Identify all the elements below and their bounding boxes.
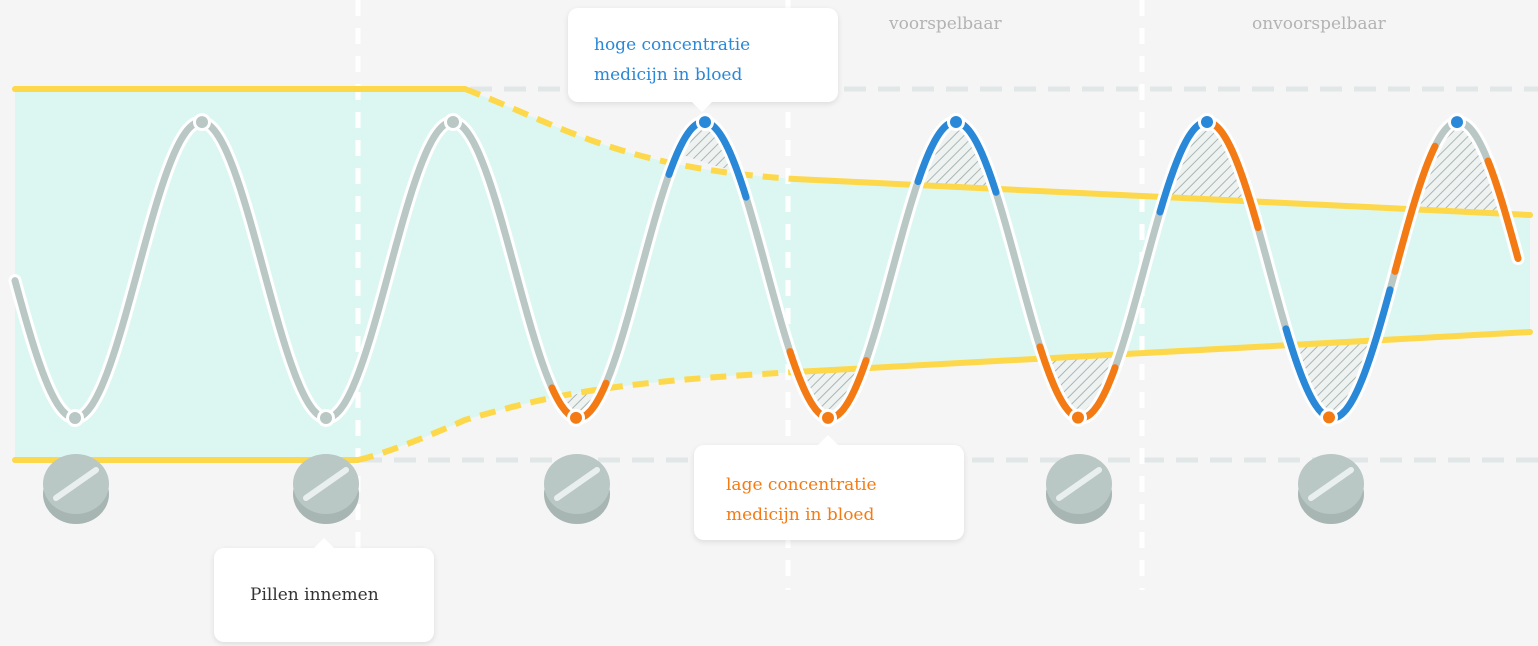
peak-dot	[699, 116, 711, 129]
trough-dot	[69, 412, 81, 424]
peak-dot	[1201, 116, 1213, 129]
pill-score-line	[1056, 467, 1102, 501]
pill-score-line	[303, 467, 349, 501]
pill-icon	[293, 454, 359, 524]
callout-high-line-1: hoge concentratie	[594, 35, 751, 55]
low-concentration-segment	[1484, 157, 1522, 262]
band-border-top-transition	[463, 86, 796, 182]
trough-dot	[822, 411, 834, 424]
pill-icon	[1046, 454, 1112, 524]
pill-score-line	[1308, 467, 1354, 501]
pill-score-line	[53, 467, 99, 501]
callout-high-line-2: medicijn in bloed	[594, 65, 743, 85]
peak-dot	[950, 116, 962, 129]
peak-dot	[196, 116, 208, 129]
peak-dot	[1451, 116, 1463, 129]
band-border-bottom-rise	[792, 329, 1533, 375]
phase-label-predictable: voorspelbaar	[889, 14, 1002, 34]
low-concentration-segment	[1391, 142, 1439, 275]
trough-dot	[570, 411, 582, 424]
trough-dot	[320, 411, 332, 424]
phase-label-unpredictable: onvoorspelbaar	[1252, 14, 1386, 34]
high-concentration-segment	[1156, 118, 1209, 216]
peak-dot	[447, 116, 459, 129]
high-concentration-segment	[1282, 325, 1332, 421]
pill-icon	[1298, 454, 1364, 524]
pill-row	[43, 454, 1364, 524]
callout-pills-label: Pillen innemen	[250, 585, 379, 605]
trough-dot	[1323, 411, 1335, 424]
callout-low-line-1: lage concentratie	[726, 475, 877, 495]
callout-low-concentration: lage concentratie medicijn in bloed	[694, 435, 964, 540]
concentration-curve	[8, 113, 1525, 427]
callout-take-pills: Pillen innemen	[214, 538, 434, 642]
callout-high-concentration: hoge concentratie medicijn in bloed	[568, 8, 838, 112]
trough-dot	[1072, 411, 1084, 424]
curve-baseline	[11, 118, 1522, 422]
band-border-bottom-transition	[357, 369, 796, 463]
high-concentration-segment	[1324, 286, 1394, 422]
callout-low-line-2: medicijn in bloed	[726, 505, 875, 525]
pill-icon	[544, 454, 610, 524]
pill-icon	[43, 454, 109, 524]
pill-score-line	[554, 467, 600, 501]
